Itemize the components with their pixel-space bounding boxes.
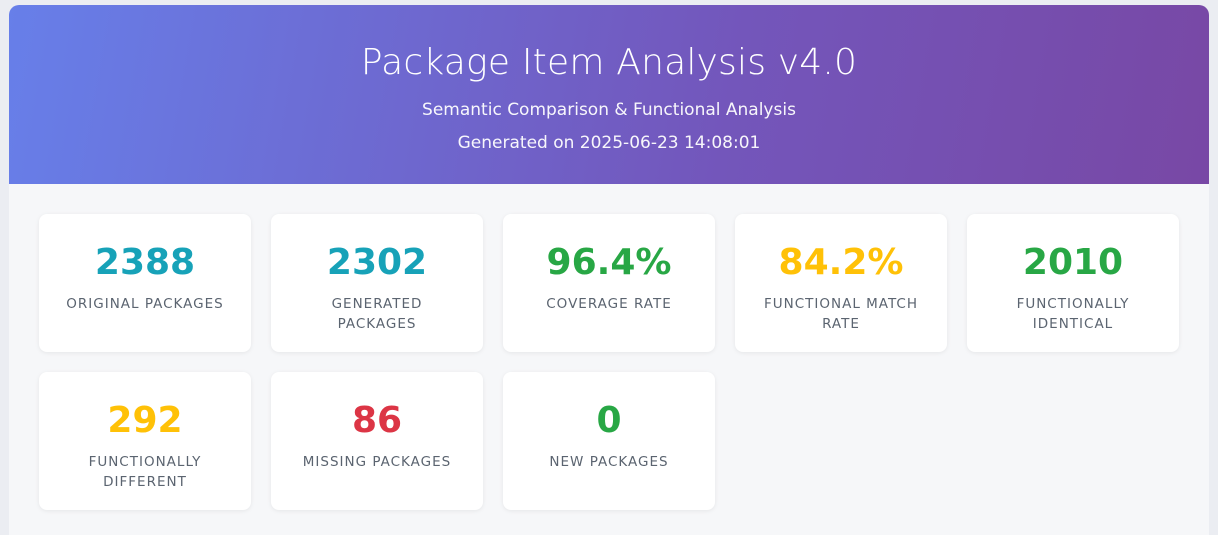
stat-card-coverage-rate: 96.4% COVERAGE RATE [503, 214, 715, 352]
page-subtitle: Semantic Comparison & Functional Analysi… [422, 100, 796, 120]
stat-label: NEW PACKAGES [549, 454, 669, 470]
stat-label: ORIGINAL PACKAGES [66, 296, 224, 312]
stat-card-generated-packages: 2302 GENERATED PACKAGES [271, 214, 483, 352]
stat-value: 292 [107, 400, 183, 441]
page-title: Package Item Analysis v4.0 [360, 42, 858, 83]
stat-card-new-packages: 0 NEW PACKAGES [503, 372, 715, 510]
stat-value: 0 [596, 400, 622, 441]
report-header: Package Item Analysis v4.0 Semantic Comp… [9, 5, 1209, 184]
generated-timestamp: Generated on 2025-06-23 14:08:01 [457, 133, 761, 153]
stat-card-functionally-identical: 2010 FUNCTIONALLY IDENTICAL [967, 214, 1179, 352]
stat-card-functionally-different: 292 FUNCTIONALLY DIFFERENT [39, 372, 251, 510]
report-container: Package Item Analysis v4.0 Semantic Comp… [9, 5, 1209, 535]
stat-value: 86 [351, 400, 403, 441]
stat-label: FUNCTIONAL MATCH RATE [763, 296, 919, 332]
stat-label: COVERAGE RATE [546, 296, 672, 312]
stat-label: FUNCTIONALLY DIFFERENT [88, 454, 202, 490]
stat-value: 96.4% [546, 242, 672, 283]
stat-label: FUNCTIONALLY IDENTICAL [1016, 296, 1130, 332]
stat-card-functional-match-rate: 84.2% FUNCTIONAL MATCH RATE [735, 214, 947, 352]
stat-card-missing-packages: 86 MISSING PACKAGES [271, 372, 483, 510]
stat-value: 2302 [326, 242, 428, 283]
stat-card-original-packages: 2388 ORIGINAL PACKAGES [39, 214, 251, 352]
stat-value: 2010 [1022, 242, 1124, 283]
stat-value: 84.2% [778, 242, 904, 283]
stat-label: MISSING PACKAGES [302, 454, 452, 470]
stat-value: 2388 [94, 242, 196, 283]
stat-label: GENERATED PACKAGES [331, 296, 423, 332]
